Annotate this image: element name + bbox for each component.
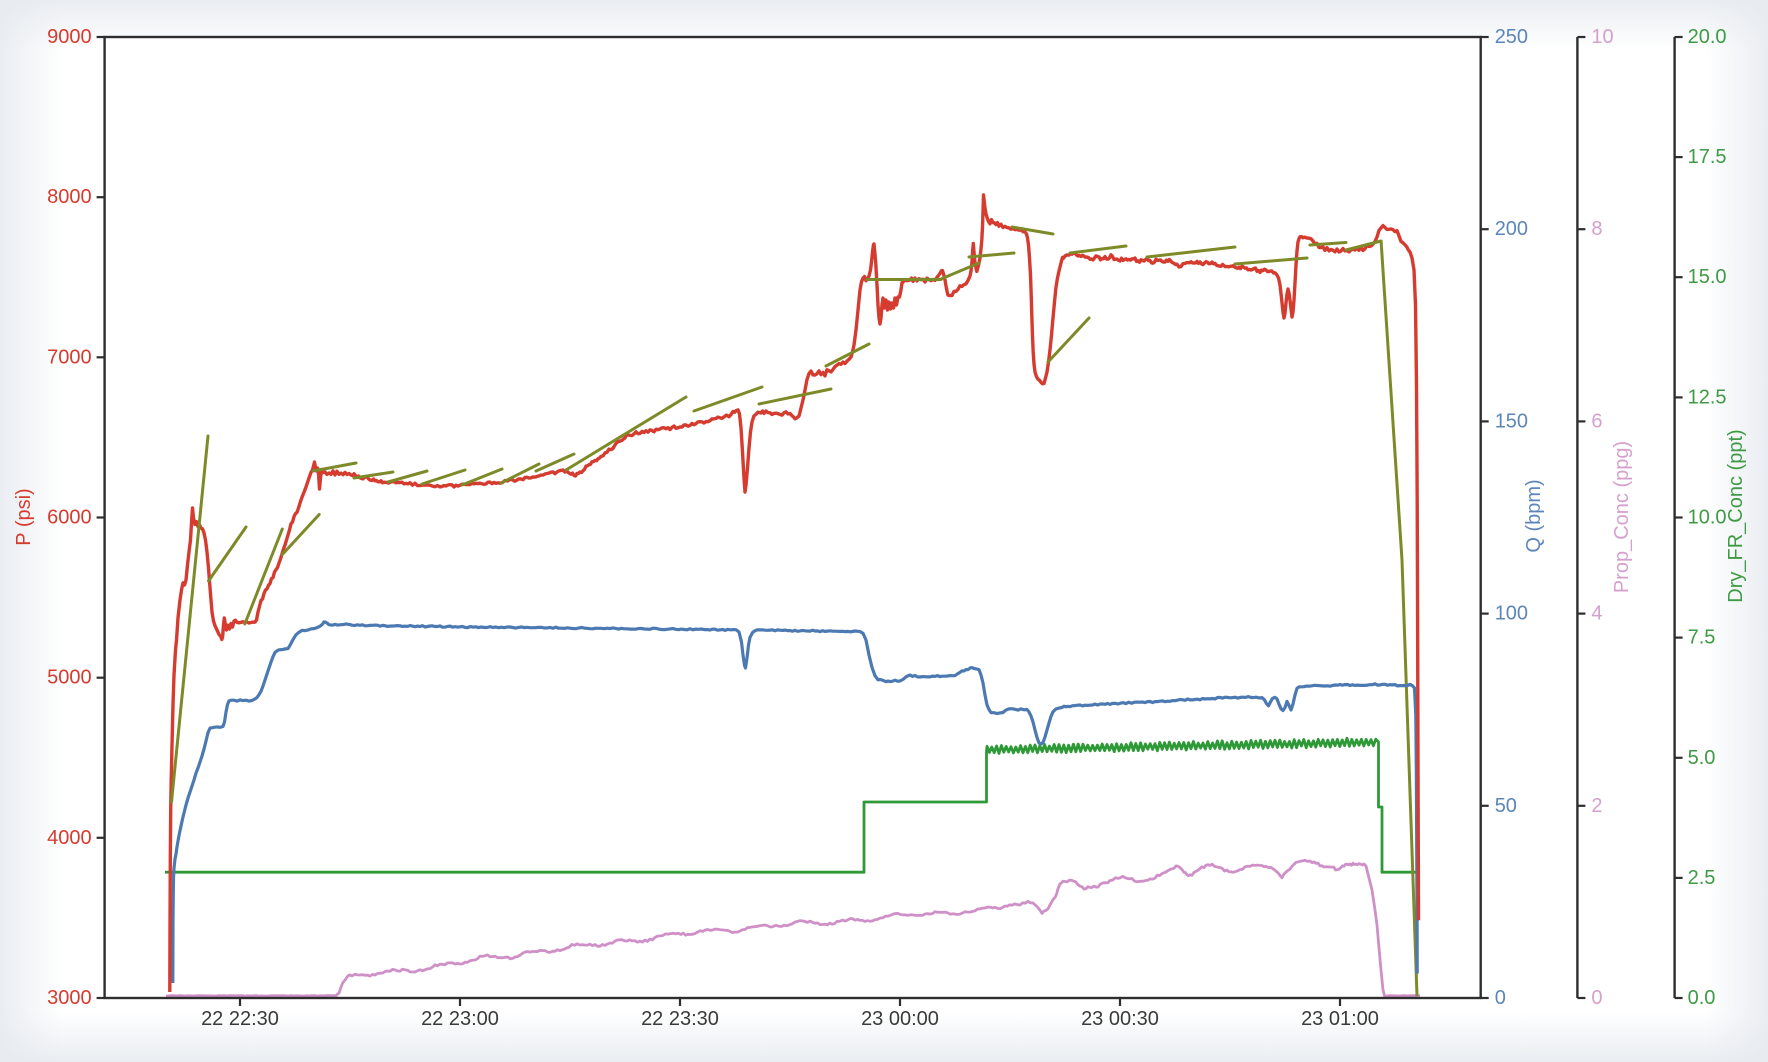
svg-text:Q (bpm): Q (bpm) [1523,479,1545,552]
svg-text:22 23:00: 22 23:00 [421,1008,499,1030]
svg-text:22 23:30: 22 23:30 [641,1008,719,1030]
svg-text:Dry_FR_Conc (ppt): Dry_FR_Conc (ppt) [1725,429,1747,602]
svg-text:4000: 4000 [47,827,92,849]
svg-text:150: 150 [1495,410,1528,432]
svg-text:200: 200 [1495,218,1528,240]
svg-text:0: 0 [1495,987,1506,1009]
svg-text:100: 100 [1495,603,1528,625]
svg-text:8: 8 [1591,218,1602,240]
svg-text:23 00:30: 23 00:30 [1081,1008,1159,1030]
svg-text:Prop_Conc (ppg): Prop_Conc (ppg) [1611,441,1633,593]
svg-text:10: 10 [1591,26,1613,48]
svg-text:0.0: 0.0 [1688,987,1716,1009]
svg-text:4: 4 [1591,603,1602,625]
svg-text:5000: 5000 [47,667,92,689]
svg-text:20.0: 20.0 [1688,26,1727,48]
svg-text:50: 50 [1495,795,1517,817]
svg-text:8000: 8000 [47,186,92,208]
svg-text:P (psi): P (psi) [13,488,35,545]
svg-text:2: 2 [1591,795,1602,817]
svg-text:2.5: 2.5 [1688,867,1716,889]
svg-text:3000: 3000 [47,987,92,1009]
svg-text:23 00:00: 23 00:00 [861,1008,939,1030]
svg-text:5.0: 5.0 [1688,747,1716,769]
svg-text:17.5: 17.5 [1688,146,1727,168]
svg-text:6: 6 [1591,410,1602,432]
svg-text:23 01:00: 23 01:00 [1301,1008,1379,1030]
svg-text:250: 250 [1495,26,1528,48]
svg-text:12.5: 12.5 [1688,386,1727,408]
svg-text:7.5: 7.5 [1688,627,1716,649]
svg-text:15.0: 15.0 [1688,266,1727,288]
svg-text:6000: 6000 [47,507,92,529]
svg-text:0: 0 [1591,987,1602,1009]
svg-text:7000: 7000 [47,346,92,368]
svg-text:10.0: 10.0 [1688,507,1727,529]
svg-text:22 22:30: 22 22:30 [201,1008,279,1030]
svg-text:9000: 9000 [47,26,92,48]
